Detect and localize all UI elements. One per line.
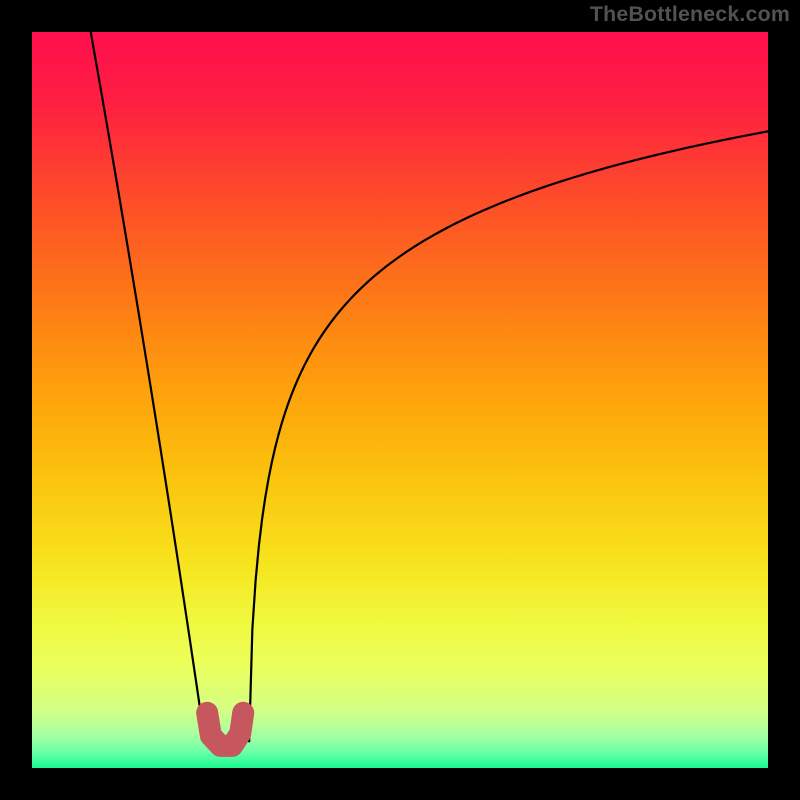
plot-background xyxy=(32,32,768,768)
chart-stage: TheBottleneck.com xyxy=(0,0,800,800)
chart-svg xyxy=(0,0,800,800)
